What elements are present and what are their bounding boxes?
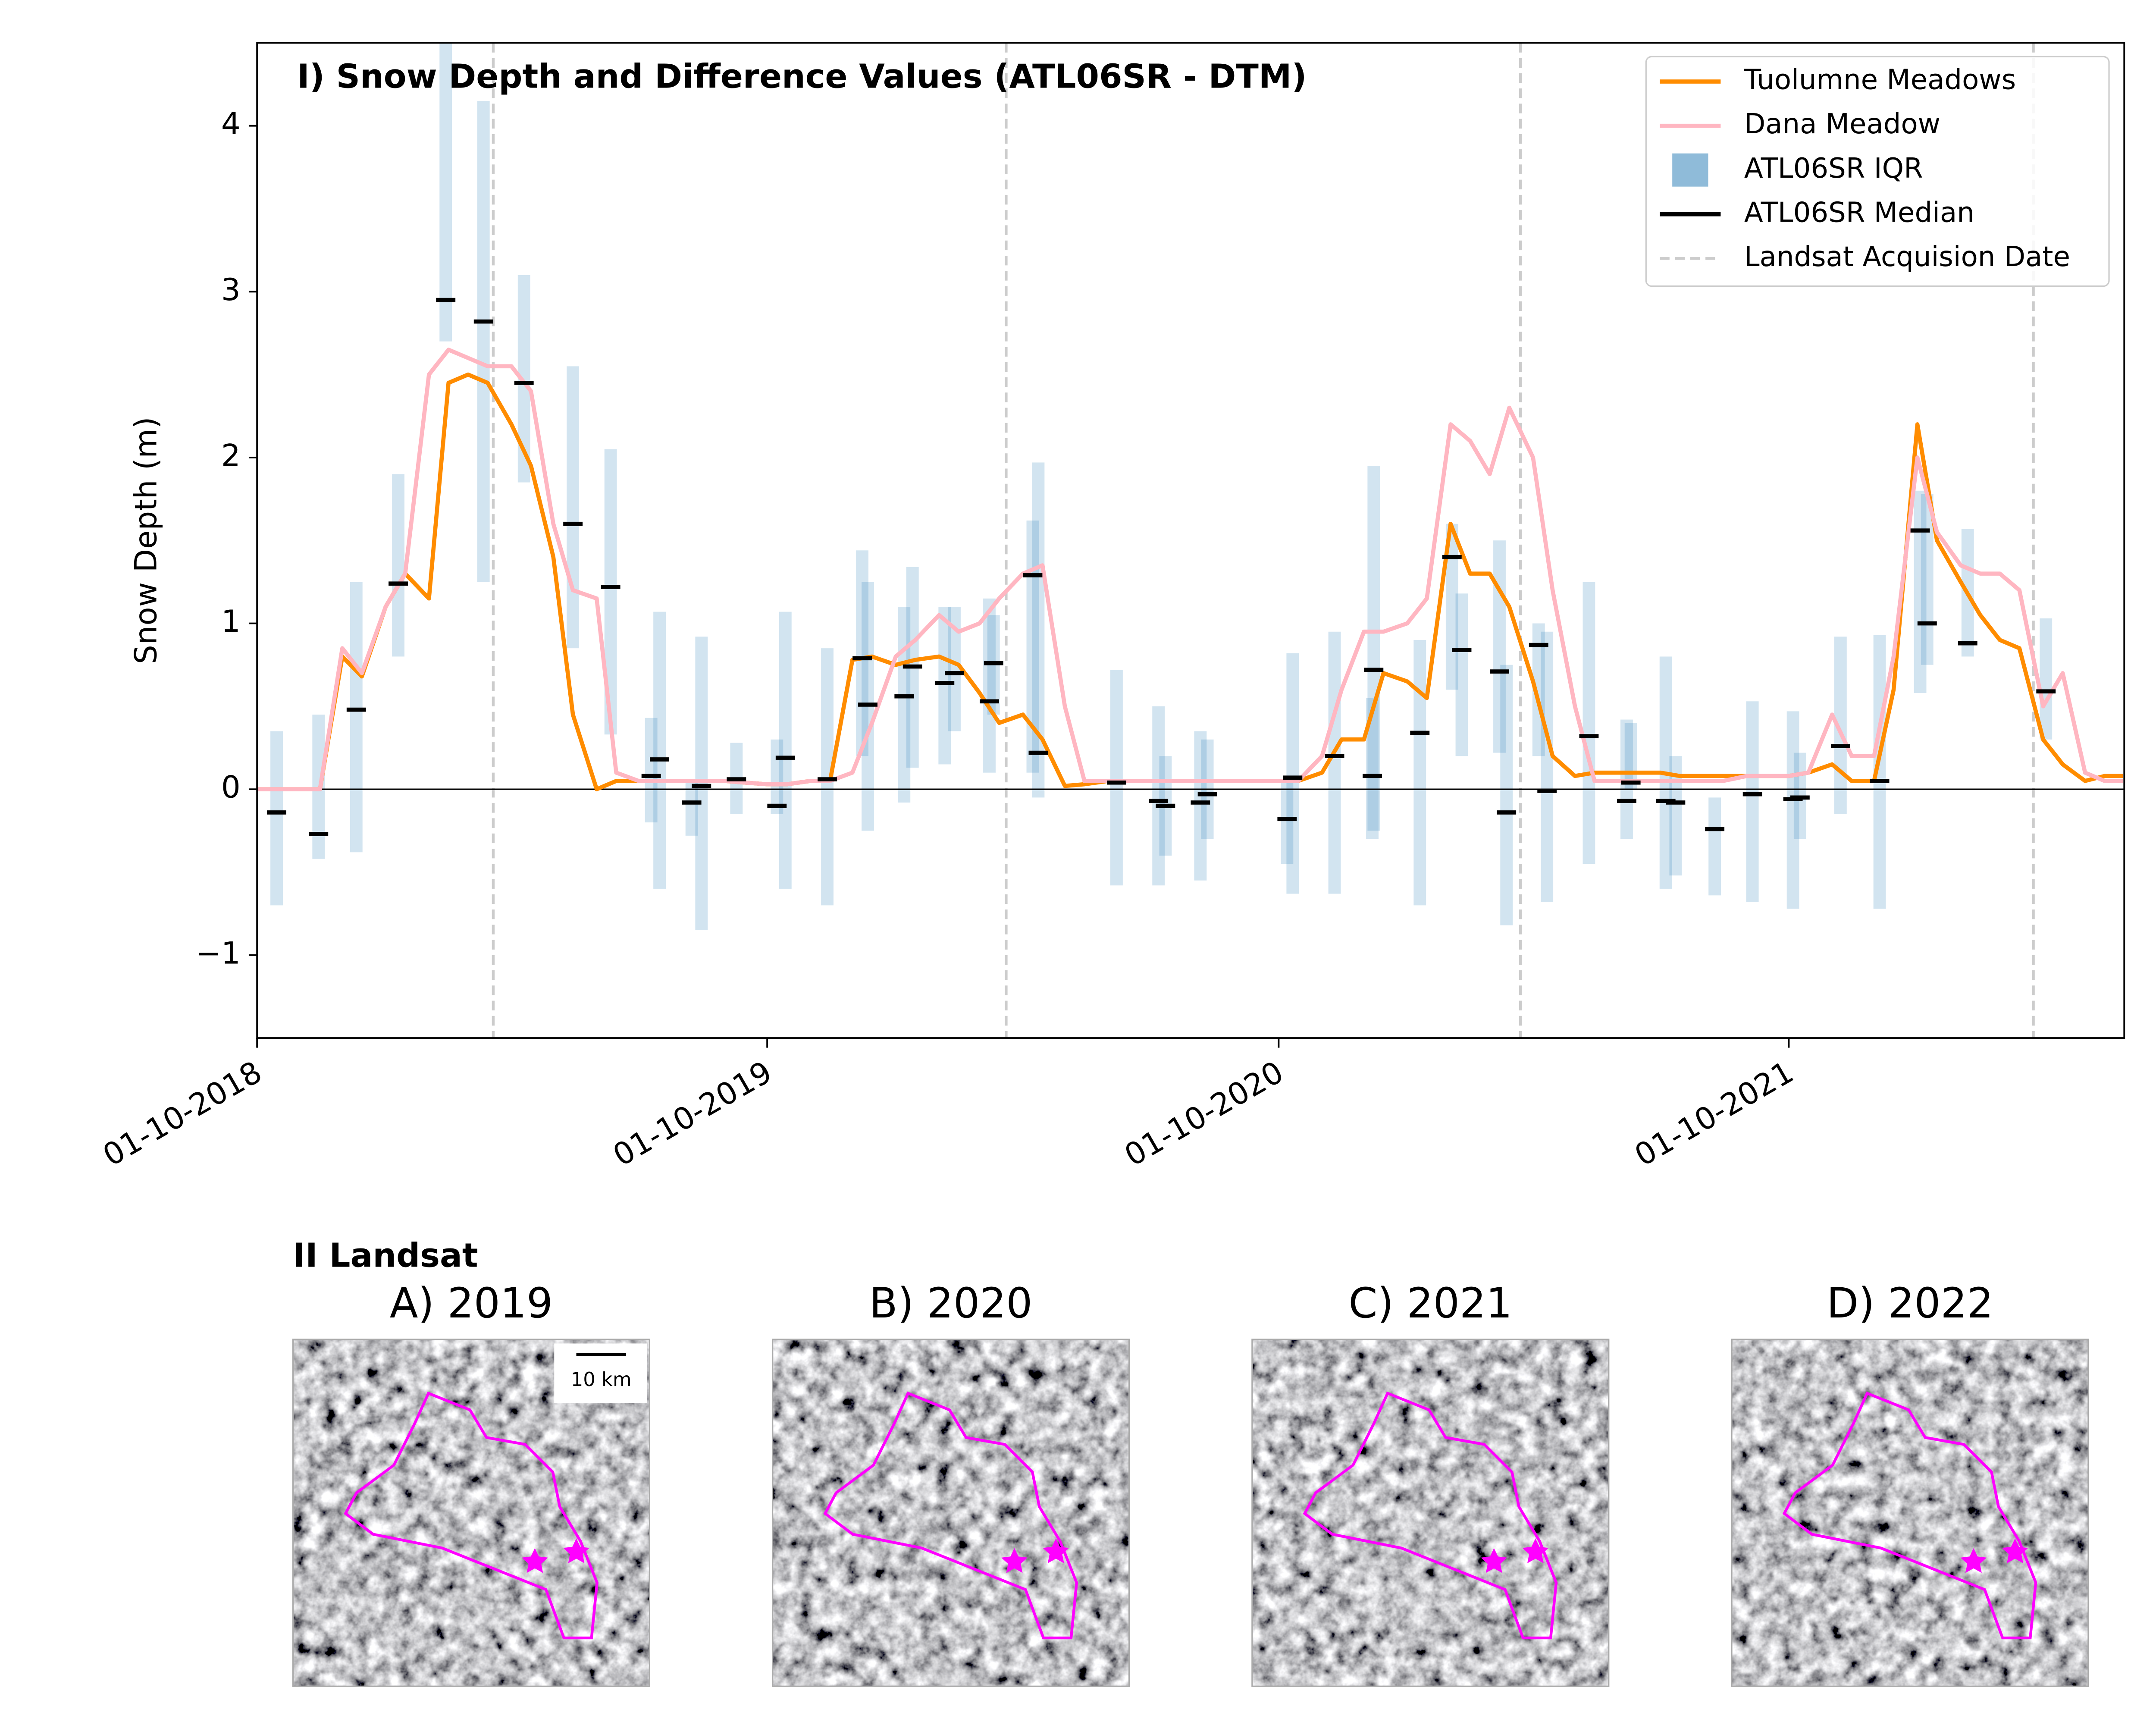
iqr-bar	[1541, 631, 1554, 902]
chart-title: I) Snow Depth and Difference Values (ATL…	[297, 58, 1307, 96]
iqr-bar	[1500, 665, 1513, 925]
iqr-bar	[1152, 706, 1165, 886]
landsat-image	[1252, 1339, 1609, 1687]
iqr-bar	[1914, 490, 1927, 693]
scale-bar-label: 10 km	[571, 1368, 632, 1391]
iqr-bar	[477, 100, 490, 582]
image-frame	[1731, 1339, 2089, 1687]
iqr-bar	[1286, 653, 1299, 894]
iqr-bar	[645, 718, 658, 823]
image-title: D) 2022	[1827, 1279, 1993, 1327]
iqr-bar	[1921, 494, 1934, 665]
iqr-bar	[653, 612, 666, 889]
legend-label: Landsat Acquision Date	[1744, 241, 2070, 273]
iqr-bar	[771, 739, 783, 814]
image-title: C) 2021	[1348, 1279, 1512, 1327]
series-line	[257, 348, 2123, 791]
iqr-bar	[685, 781, 698, 836]
legend-swatch	[1672, 153, 1708, 187]
iqr-bar	[2040, 618, 2053, 740]
image-frame	[292, 1339, 651, 1687]
panel-title: II Landsat	[293, 1237, 478, 1275]
iqr-bar	[439, 43, 452, 342]
iqr-bar	[1328, 631, 1341, 894]
iqr-bar	[1708, 797, 1721, 896]
image-frame	[772, 1339, 1130, 1687]
iqr-bar	[779, 612, 792, 889]
iqr-bar	[1413, 640, 1426, 906]
legend-label: Dana Meadow	[1744, 108, 1940, 140]
legend: Tuolumne Meadows Dana Meadow ATL06SR IQR AT…	[1645, 56, 2110, 287]
y-tick-label: 3	[221, 272, 241, 307]
iqr-bar	[270, 731, 283, 906]
iqr-bar	[1032, 462, 1045, 798]
axes-frame	[256, 42, 2125, 1039]
iqr-bar	[1624, 723, 1637, 790]
x-tick-label: 01-10-2020	[1119, 1054, 1289, 1173]
x-tick-label: 01-10-2021	[1629, 1054, 1799, 1173]
legend-label: ATL06SR Median	[1744, 197, 1974, 229]
legend-box	[1645, 56, 2110, 287]
landsat-image	[772, 1339, 1129, 1687]
image-title: B) 2020	[869, 1279, 1033, 1327]
y-tick-label: −1	[196, 935, 241, 971]
y-axis-label: Snow Depth (m)	[128, 417, 163, 664]
iqr-bar	[856, 550, 868, 756]
iqr-bar	[1281, 781, 1294, 864]
landsat-image	[1732, 1339, 2088, 1687]
iqr-bar	[350, 582, 363, 853]
y-tick-label: 0	[221, 770, 241, 805]
iqr-bar	[983, 598, 996, 773]
iqr-bar	[1367, 466, 1380, 831]
legend-label: Tuolumne Meadows	[1744, 64, 2016, 96]
iqr-bar	[938, 607, 951, 765]
x-tick-label: 01-10-2018	[97, 1054, 268, 1173]
iqr-bar	[695, 637, 708, 931]
y-tick-label: 4	[221, 106, 241, 141]
iqr-bar	[1746, 701, 1759, 902]
y-tick-label: 2	[221, 438, 241, 473]
iqr-bar	[1786, 711, 1799, 909]
iqr-bar	[1583, 582, 1595, 864]
y-tick-label: 1	[221, 604, 241, 639]
image-frame	[1251, 1339, 1610, 1687]
iqr-bar	[567, 366, 580, 649]
iqr-bar	[898, 607, 911, 803]
iqr-bar	[1455, 593, 1468, 756]
image-title: A) 2019	[390, 1279, 553, 1327]
legend-label: ATL06SR IQR	[1744, 153, 1923, 185]
iqr-bar	[1110, 670, 1123, 886]
x-tick-label: 01-10-2019	[607, 1054, 778, 1173]
iqr-bar	[1493, 540, 1506, 753]
iqr-bar	[392, 474, 404, 657]
plot-layer	[257, 43, 2125, 1038]
landsat-panel: II Landsat A) 2019 B) 2020 C) 2021 D) 2022 1…	[292, 1237, 2089, 1687]
iqr-bar	[1194, 731, 1207, 881]
